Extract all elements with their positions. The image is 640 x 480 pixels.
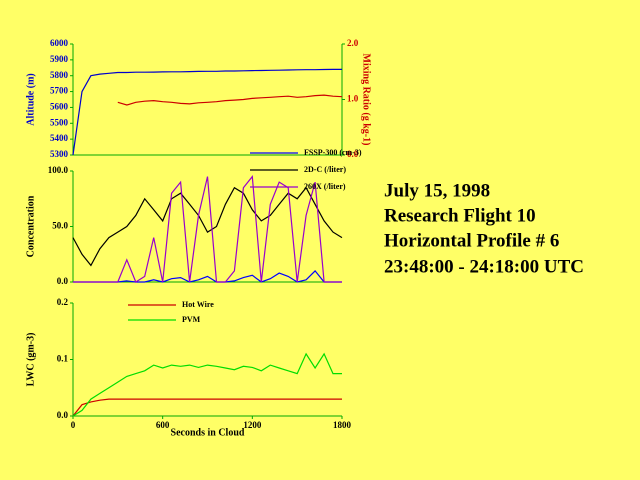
x-tick-label: 0 [71, 420, 76, 430]
series-line [117, 94, 343, 106]
y-tick-label: 6000 [50, 38, 69, 48]
y2-tick-label: 0.0 [347, 149, 359, 159]
y-tick-label: 100.0 [48, 165, 69, 175]
annotation: 23:48:00 - 24:18:00 UTC [384, 256, 584, 277]
annotation: Horizontal Profile # 6 [384, 230, 559, 251]
y-axis-title: Altitude (m) [25, 73, 36, 126]
y-tick-label: 5400 [50, 133, 69, 143]
y2-tick-label: 2.0 [347, 38, 359, 48]
annotation: Research Flight 10 [384, 205, 536, 226]
y2-axis-title: Mixing Ratio (g kg-1) [361, 54, 372, 146]
y-tick-label: 5900 [50, 54, 69, 64]
annotation: July 15, 1998 [384, 180, 490, 201]
legend-label: Hot Wire [182, 300, 214, 309]
y-tick-label: 0.1 [57, 354, 69, 364]
y-tick-label: 50.0 [52, 221, 68, 231]
y-tick-label: 5800 [50, 70, 69, 80]
y-tick-label: 0.0 [57, 276, 69, 286]
legend-label: PVM [182, 315, 201, 324]
x-tick-label: 1800 [333, 420, 352, 430]
y-tick-label: 5300 [50, 149, 69, 159]
y-tick-label: 5600 [50, 101, 69, 111]
x-tick-label: 600 [156, 420, 170, 430]
y-tick-label: 0.0 [57, 410, 69, 420]
y2-tick-label: 1.0 [347, 94, 359, 104]
x-tick-label: 1200 [243, 420, 262, 430]
y-axis-title: LWC (gm-3) [25, 333, 36, 387]
y-tick-label: 5700 [50, 86, 69, 96]
y-axis-title: Concentration [25, 195, 36, 257]
legend-label: FSSP-300 (cm-3) [304, 148, 362, 157]
y-tick-label: 5500 [50, 117, 69, 127]
legend-label: 2D-C (/liter) [304, 165, 346, 174]
y-tick-label: 0.2 [57, 297, 69, 307]
series-line [73, 270, 342, 283]
legend-label: 260X (/liter) [304, 182, 346, 191]
series-line [72, 352, 342, 417]
series-line [73, 175, 342, 283]
x-axis-title: Seconds in Cloud [171, 427, 245, 438]
series-line [72, 398, 342, 417]
series-line [72, 186, 343, 267]
series-line [72, 68, 342, 156]
